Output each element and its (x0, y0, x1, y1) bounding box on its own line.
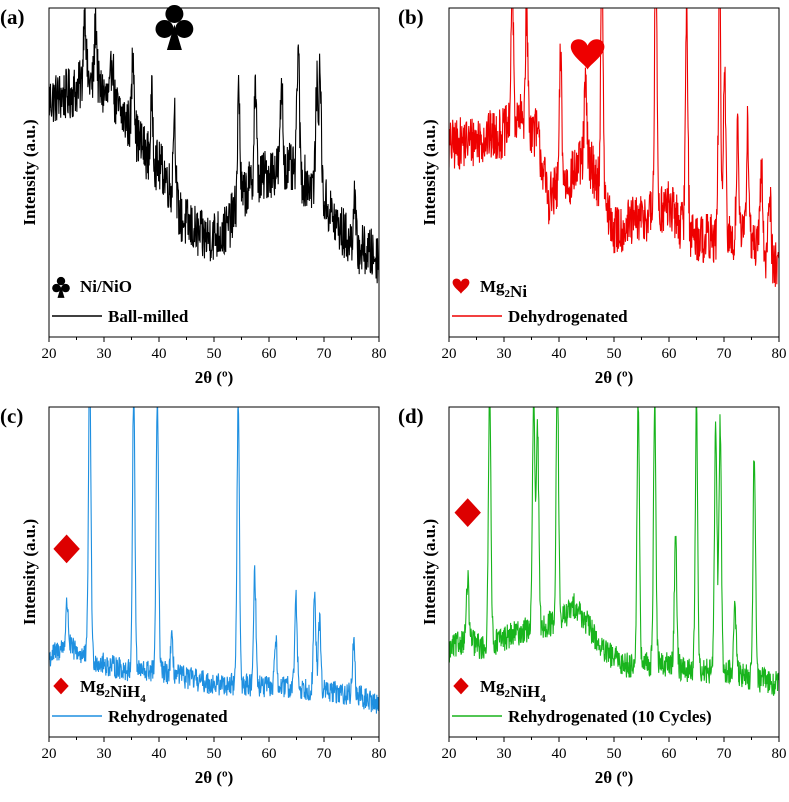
x-tick-label: 20 (42, 346, 57, 362)
club-icon (52, 276, 70, 298)
x-axis-label: 2θ (º) (195, 368, 234, 387)
x-tick-label: 20 (442, 346, 457, 362)
diamond-icon (454, 498, 481, 527)
label-part: Mg (480, 277, 505, 296)
x-tick-label: 40 (152, 346, 167, 362)
label-part: NiH (110, 682, 140, 701)
x-tick-label: 20 (42, 746, 57, 762)
series-line (49, 407, 379, 714)
y-axis-label: Intensity (a.u.) (420, 119, 439, 225)
club-lobe-top (165, 4, 184, 23)
legend-marker-label: Ni/NiO (80, 277, 132, 296)
legend-line-label: Rehydrogenated (108, 707, 228, 726)
x-tick-label: 50 (607, 346, 622, 362)
label-subscript: 4 (140, 693, 146, 705)
x-axis-label: 2θ (º) (195, 768, 234, 787)
legend: Ni/NiO Ball-milled (52, 276, 189, 326)
panel-label: (a) (0, 5, 25, 29)
x-tick-label: 50 (607, 746, 622, 762)
legend: Mg2NiH4 Rehydrogenated (52, 677, 228, 726)
x-tick-label: 30 (97, 746, 112, 762)
x-tick-label: 80 (772, 746, 787, 762)
diamond-icon (453, 677, 469, 695)
x-tick-label: 70 (317, 746, 332, 762)
club-lobe-left (155, 19, 174, 38)
x-tick-label: 60 (662, 746, 677, 762)
x-tick-label: 30 (497, 746, 512, 762)
legend-line-label: Ball-milled (108, 307, 189, 326)
x-tick-label: 50 (207, 746, 222, 762)
x-tick-label: 50 (207, 346, 222, 362)
x-tick-label: 70 (717, 346, 732, 362)
club-lobe-top (56, 276, 66, 286)
x-tick-label: 40 (552, 746, 567, 762)
label-subscript: 2 (505, 688, 511, 700)
label-part: Mg (80, 677, 105, 696)
x-tick-label: 30 (97, 346, 112, 362)
label-part: Ni (510, 282, 527, 301)
x-tick-label: 40 (552, 346, 567, 362)
legend-line-label: Rehydrogenated (10 Cycles) (508, 707, 712, 726)
label-subscript: 2 (505, 288, 511, 300)
series-line (449, 8, 779, 287)
club-stem (166, 24, 182, 50)
x-tick-label: 60 (662, 346, 677, 362)
legend: Mg2NiH4 Rehydrogenated (10 Cycles) (452, 677, 712, 726)
label-subscript: 2 (105, 688, 111, 700)
heart-icon (452, 278, 470, 294)
panel-label: (d) (398, 404, 424, 428)
series-line (49, 8, 379, 284)
club-stem (57, 286, 65, 298)
label-part: NiH (510, 682, 540, 701)
panel-label: (b) (398, 5, 424, 29)
heart-icon (570, 39, 605, 70)
x-tick-label: 80 (372, 346, 387, 362)
x-tick-label: 60 (262, 746, 277, 762)
y-axis-label: Intensity (a.u.) (420, 519, 439, 625)
legend-marker-label: Mg2Ni (480, 277, 527, 301)
legend-marker-label: Mg2NiH4 (480, 677, 546, 705)
x-tick-label: 30 (497, 346, 512, 362)
x-tick-label: 80 (372, 746, 387, 762)
legend-marker-label: Mg2NiH4 (80, 677, 146, 705)
panel-label: (c) (0, 404, 23, 428)
legend: Mg2Ni Dehydrogenated (452, 277, 628, 326)
x-tick-label: 70 (717, 746, 732, 762)
chart-panel-b: (b) 20 30 40 50 60 70 80 2θ (º) Intensity (a.u.) M… (398, 5, 787, 387)
club-icon (155, 4, 194, 50)
chart-panel-d: (d) 20 30 40 50 60 70 80 2θ (º) Intensity (a.u.) M… (398, 404, 787, 787)
x-tick-label: 40 (152, 746, 167, 762)
club-lobe-right (175, 19, 194, 38)
x-axis-label: 2θ (º) (595, 368, 634, 387)
label-part: Mg (480, 677, 505, 696)
x-tick-label: 80 (772, 346, 787, 362)
x-tick-label: 70 (317, 346, 332, 362)
y-axis-label: Intensity (a.u.) (20, 519, 39, 625)
x-tick-label: 60 (262, 346, 277, 362)
club-lobe-left (52, 283, 61, 293)
label-subscript: 4 (540, 693, 546, 705)
chart-panel-c: (c) 20 30 40 50 60 70 80 2θ (º) Intensity (a.u.) M… (0, 404, 387, 787)
x-axis-label: 2θ (º) (595, 768, 634, 787)
legend-line-label: Dehydrogenated (508, 307, 628, 326)
diamond-icon (53, 677, 69, 695)
chart-panel-a: (a) 20 30 40 50 60 70 80 2θ (º) Intensity (a.u.) N… (0, 4, 387, 387)
x-tick-label: 20 (442, 746, 457, 762)
diamond-icon (53, 534, 80, 564)
y-axis-label: Intensity (a.u.) (20, 119, 39, 225)
series-line (449, 407, 779, 696)
club-lobe-right (61, 283, 70, 293)
